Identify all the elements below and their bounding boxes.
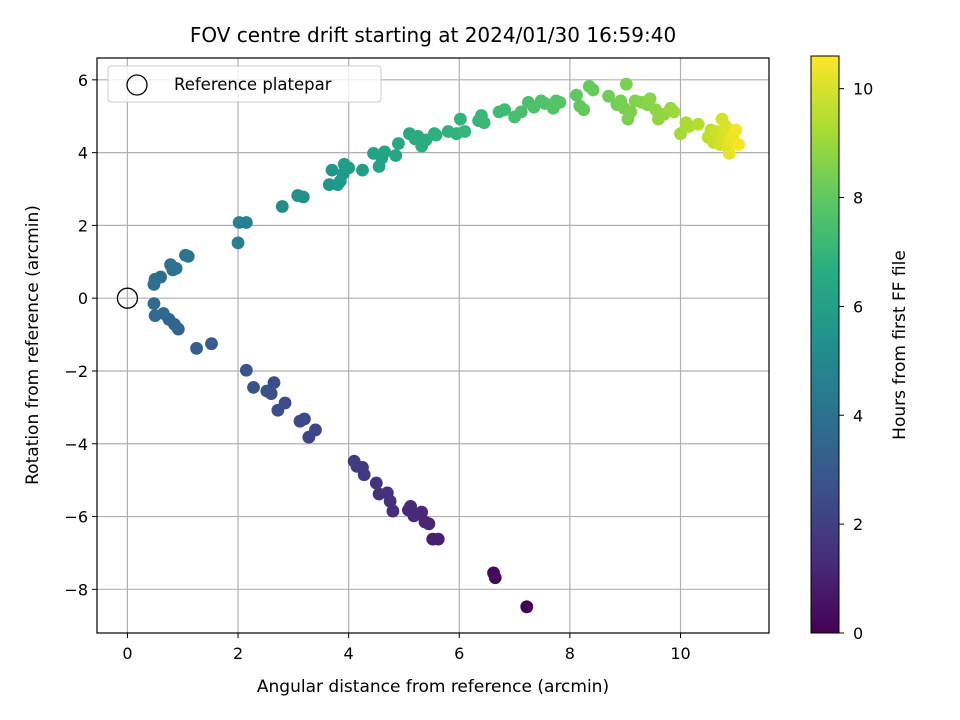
- scatter-point: [570, 88, 583, 102]
- scatter-point: [154, 270, 168, 284]
- reference-point: [116, 287, 139, 309]
- legend-box: [107, 65, 382, 103]
- scatter-point: [624, 105, 638, 119]
- scatter-point: [342, 161, 356, 175]
- y-tick-label: 0: [78, 289, 88, 308]
- y-axis-label: Rotation from reference (arcmin): [23, 205, 43, 485]
- x-tick-label: 0: [122, 644, 132, 663]
- colorbar-tick-label: 10: [853, 80, 873, 99]
- grid: [97, 58, 769, 633]
- chart-title: FOV centre drift starting at 2024/01/30 …: [190, 23, 676, 47]
- colorbar-label: Hours from first FF file: [890, 250, 910, 440]
- x-tick-label: 4: [344, 644, 354, 663]
- scatter-point: [356, 163, 369, 177]
- scatter-point: [674, 127, 687, 141]
- scatter-point: [401, 503, 415, 517]
- scatter-point: [732, 138, 745, 152]
- scatter-point: [239, 216, 253, 229]
- scatter-point: [577, 103, 591, 117]
- y-tick-label: 2: [78, 216, 88, 235]
- scatter-point: [369, 476, 383, 490]
- y-tick-label: −4: [64, 435, 88, 454]
- x-tick-label: 2: [233, 644, 243, 663]
- scatter-point: [619, 77, 633, 91]
- scatter-point: [729, 123, 743, 137]
- colorbar-tick-label: 4: [853, 406, 863, 425]
- y-tick-label: 6: [78, 71, 88, 90]
- colorbar-gradient: [810, 55, 840, 634]
- scatter-point: [205, 337, 218, 351]
- scatter-point: [271, 403, 285, 417]
- scatter-point: [148, 309, 162, 323]
- scatter-point: [239, 363, 253, 377]
- plot-frame: [96, 57, 770, 634]
- scatter-point: [267, 376, 281, 390]
- colorbar-ticks: 0 2 4 6 8 10: [839, 80, 873, 643]
- x-axis-ticks: 0 2 4 6 8 10: [122, 633, 691, 663]
- scatter-point: [722, 146, 736, 160]
- colorbar: 0 2 4 6 8 10 Hours from first FF file: [810, 55, 910, 643]
- scatter-point: [260, 384, 274, 398]
- scatter-point: [426, 532, 440, 546]
- scatter-point: [458, 125, 472, 138]
- y-axis-ticks: −8 −6 −4 −2 0 2 4 6: [64, 71, 97, 599]
- legend-label: Reference platepar: [174, 75, 332, 94]
- y-tick-label: 4: [78, 144, 88, 163]
- scatter-point: [372, 487, 386, 501]
- scatter-point: [302, 430, 316, 444]
- scatter-point: [514, 105, 528, 119]
- scatter-point: [418, 515, 432, 529]
- scatter-point: [586, 83, 600, 97]
- scatter-point: [667, 105, 681, 119]
- legend: Reference platepar: [107, 65, 382, 103]
- scatter-point: [498, 103, 512, 117]
- scatter-point: [691, 117, 705, 131]
- scatter-point: [386, 504, 400, 518]
- scatter-point: [293, 414, 307, 428]
- scatter-point: [347, 454, 361, 468]
- scatter-point: [275, 200, 289, 213]
- scatter-point: [643, 92, 657, 106]
- reference-platepar-marker: [116, 287, 139, 309]
- x-axis-label: Angular distance from reference (arcmin): [257, 677, 609, 697]
- y-tick-label: −6: [64, 508, 88, 527]
- colorbar-tick-label: 8: [853, 189, 863, 208]
- scatter-point: [487, 566, 500, 580]
- scatter-point: [429, 128, 443, 142]
- legend-marker: [126, 74, 148, 96]
- scatter-point: [147, 297, 161, 311]
- scatter-point: [247, 380, 260, 394]
- scatter-point: [190, 342, 203, 355]
- colorbar-tick-label: 0: [853, 624, 863, 643]
- colorbar-tick-label: 6: [853, 297, 863, 316]
- data-points: [147, 77, 745, 614]
- scatter-point: [553, 95, 567, 109]
- scatter-point: [296, 190, 310, 204]
- scatter-point: [453, 112, 467, 126]
- colorbar-tick-label: 2: [853, 515, 863, 534]
- x-tick-label: 10: [670, 644, 690, 663]
- scatter-point: [169, 261, 183, 275]
- scatter-point: [378, 145, 392, 159]
- x-tick-label: 8: [565, 644, 575, 663]
- scatter-point: [231, 236, 245, 250]
- scatter-point: [520, 600, 534, 614]
- scatter-point: [389, 149, 403, 162]
- scatter-point: [719, 120, 733, 133]
- scatter-point: [392, 137, 405, 150]
- scatter-point: [477, 116, 491, 130]
- x-tick-label: 6: [454, 644, 464, 663]
- scatter-point: [181, 249, 195, 263]
- scatter-point: [602, 89, 616, 103]
- scatter-point: [325, 163, 339, 177]
- y-tick-label: −2: [64, 362, 88, 381]
- y-tick-label: −8: [64, 580, 88, 599]
